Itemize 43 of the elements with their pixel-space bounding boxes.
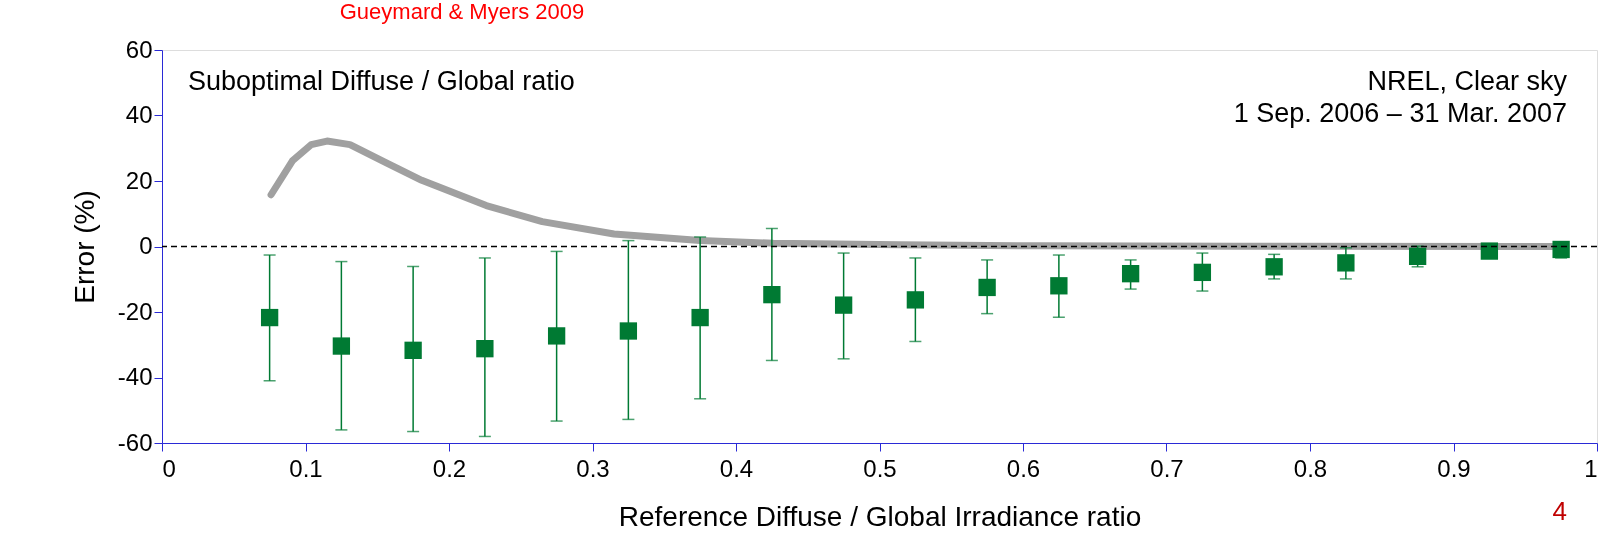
point <box>1480 242 1499 260</box>
x-tick-label: 0.3 <box>576 454 610 482</box>
point <box>332 337 351 355</box>
text: 4 <box>1552 496 1567 526</box>
y-tick-label: 40 <box>125 101 153 128</box>
x-tick-label: 0.1 <box>289 454 323 482</box>
point <box>906 291 925 309</box>
point <box>1050 277 1068 295</box>
point <box>1265 258 1283 276</box>
point <box>691 308 709 327</box>
point <box>1552 240 1570 259</box>
x-tick-label: 0.7 <box>1150 454 1184 482</box>
x-tick-label: 0.6 <box>1006 454 1041 482</box>
annotation: 1 Sep. 2006 – 31 Mar. 2007 <box>1233 98 1567 128</box>
x-tick-label: 0.5 <box>863 454 897 482</box>
y-tick-label: 0 <box>139 232 153 259</box>
y-tick-label: -60 <box>117 428 153 456</box>
x-tick-label: 0.4 <box>719 454 754 482</box>
x-tick-label: 1 <box>1584 454 1598 482</box>
point <box>1337 254 1355 272</box>
point <box>978 278 996 297</box>
y-axis-title: Error (%) <box>68 190 100 304</box>
point <box>763 285 781 304</box>
x-tick-label: 0.8 <box>1293 454 1328 482</box>
point <box>547 327 566 345</box>
point <box>404 341 422 359</box>
annotation: NREL, Clear sky <box>1367 66 1568 96</box>
point <box>1193 263 1212 282</box>
point <box>834 296 853 314</box>
y-tick-label: 60 <box>125 35 153 63</box>
x-tick-label: 0.2 <box>432 454 467 482</box>
x-tick-label: 0 <box>162 454 176 482</box>
point <box>619 322 638 340</box>
x-tick-label: 0.9 <box>1437 454 1471 482</box>
annotation: Suboptimal Diffuse / Global ratio <box>188 66 575 96</box>
text: Gueymard & Myers 2009 <box>339 0 585 24</box>
y-tick-label: -40 <box>117 363 153 390</box>
point <box>476 340 494 358</box>
y-tick-label: -20 <box>117 297 153 325</box>
point <box>260 308 279 327</box>
x-axis-title: Reference Diffuse / Global Irradiance ratio <box>618 500 1142 532</box>
y-tick-label: 20 <box>125 166 153 194</box>
point <box>1121 265 1140 283</box>
